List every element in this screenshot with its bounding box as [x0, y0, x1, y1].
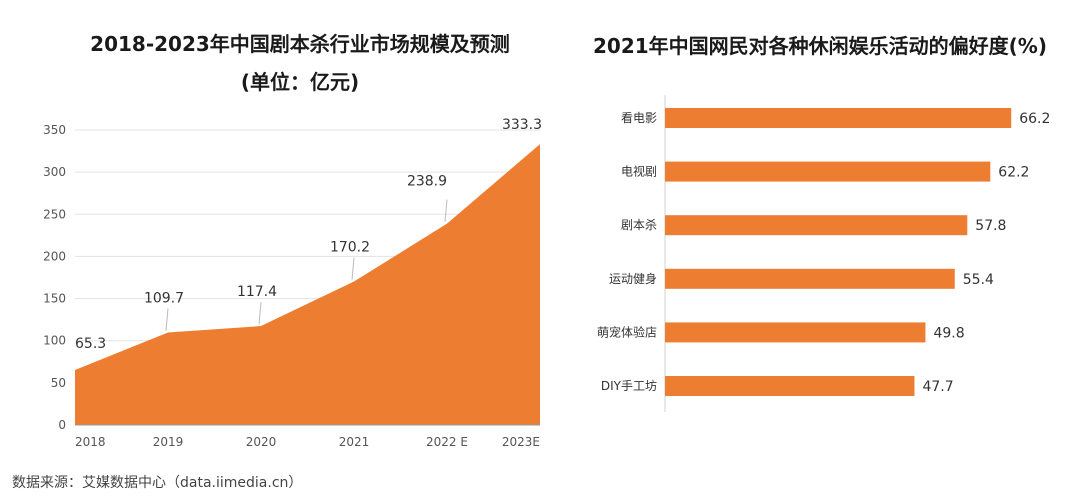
data-label-leader	[258, 302, 262, 325]
value-label: 55.4	[963, 272, 994, 288]
x-tick-label: 2018	[75, 435, 106, 449]
x-tick-label: 2021	[339, 435, 370, 449]
bar	[665, 322, 926, 343]
category-label: 电视剧	[621, 164, 657, 179]
category-label: 萌宠体验店	[597, 324, 657, 339]
category-label: 看电影	[621, 111, 657, 125]
value-label: 62.2	[998, 165, 1029, 181]
bar	[665, 268, 955, 289]
value-label: 57.8	[975, 218, 1006, 234]
bar-chart-title: 2021年中国网民对各种休闲娱乐活动的偏好度(%)	[593, 34, 1047, 58]
area-series	[75, 144, 540, 425]
data-label-leader	[444, 199, 448, 222]
data-label: 333.3	[502, 117, 542, 133]
category-label: 剧本杀	[621, 217, 657, 232]
y-tick-label: 350	[43, 123, 66, 137]
value-label: 66.2	[1019, 111, 1050, 127]
y-tick-label: 0	[58, 418, 66, 432]
y-tick-label: 300	[43, 165, 66, 179]
value-label: 49.8	[933, 325, 964, 341]
y-tick-label: 150	[43, 292, 66, 306]
area-chart-unit: (单位：亿元)	[240, 70, 360, 94]
x-tick-label: 2022 E	[426, 435, 468, 449]
x-tick-label: 2023E	[502, 435, 540, 449]
data-label: 65.3	[75, 336, 106, 352]
data-label: 238.9	[407, 174, 447, 190]
data-label: 117.4	[237, 284, 277, 300]
area-chart-title: 2018-2023年中国剧本杀行业市场规模及预测	[90, 32, 510, 56]
value-label: 47.7	[922, 379, 953, 395]
bar	[665, 108, 1012, 128]
data-label: 109.7	[144, 291, 184, 307]
y-tick-label: 50	[51, 376, 66, 390]
data-label: 170.2	[330, 240, 370, 256]
bar	[665, 215, 968, 236]
category-label: 运动健身	[609, 271, 657, 286]
x-tick-label: 2019	[153, 435, 184, 449]
category-label: DIY手工坊	[601, 378, 657, 393]
data-label-leader	[165, 308, 169, 331]
bar	[665, 161, 991, 182]
y-tick-label: 200	[43, 249, 66, 263]
area-chart: 0 50 100 150 200 250 300 350 2018 2019 2020 2021 202…	[43, 117, 542, 449]
x-tick-label: 2020	[246, 435, 277, 449]
bar-chart: 看电影 66.2 电视剧 62.2 剧本杀 57.8 运动健身 55.4 萌宠体验店 49.8 DI…	[597, 95, 1050, 412]
y-tick-label: 100	[43, 334, 66, 348]
bar	[665, 376, 915, 396]
y-tick-label: 250	[43, 207, 66, 221]
data-label-leader	[351, 257, 355, 280]
data-source-note: 数据来源：艾媒数据中心（data.iimedia.cn）	[12, 475, 303, 491]
